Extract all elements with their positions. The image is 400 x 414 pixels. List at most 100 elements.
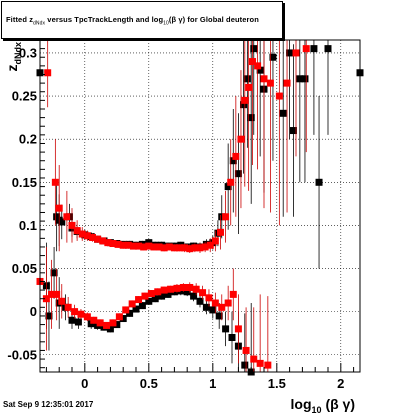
data-point [228, 334, 236, 342]
y-tick-label: 0.3 [19, 45, 37, 60]
data-point [109, 319, 117, 327]
y-axis-label: zdNdx [4, 42, 23, 72]
data-point [234, 170, 242, 178]
data-point [301, 75, 309, 83]
data-point [42, 295, 50, 303]
x-axis-label: log10 (β γ) [291, 396, 355, 414]
timestamp: Sat Sep 9 12:35:01 2017 [3, 400, 94, 409]
x-tick-label: 0 [81, 376, 88, 391]
data-point [160, 286, 168, 294]
data-point [63, 213, 71, 221]
axes: 0 0.5 1 1.5 2 -0.05 0 0.05 0.1 0.15 0.2 0.25 0.3 log1… [4, 39, 361, 414]
y-tick-label: 0.1 [19, 218, 37, 233]
data-point [48, 290, 56, 298]
data-points [36, 40, 364, 376]
data-point [229, 290, 237, 298]
data-point [229, 157, 237, 165]
data-point [96, 319, 104, 327]
data-point [167, 285, 175, 293]
data-point [126, 309, 134, 317]
chart-title: Fitted zdNdx versus TpcTrackLength and l… [6, 15, 259, 27]
data-point [94, 235, 102, 243]
data-point [196, 297, 204, 305]
data-point [50, 269, 58, 277]
data-point [176, 244, 184, 252]
data-point [113, 321, 121, 329]
data-point [58, 297, 66, 305]
data-point [218, 303, 226, 311]
data-point [240, 101, 248, 109]
data-point [289, 127, 297, 135]
data-point [83, 232, 91, 240]
data-point [135, 242, 143, 250]
data-point [165, 243, 173, 251]
data-point [119, 241, 127, 249]
data-point [104, 239, 112, 247]
data-point [264, 361, 272, 369]
data-point [315, 178, 323, 186]
y-tick-label: 0.15 [12, 175, 37, 190]
data-point [124, 241, 132, 249]
data-point [196, 244, 204, 252]
x-tick-label: 2 [337, 376, 344, 391]
data-point [222, 213, 230, 221]
y-tick-label: 0.2 [19, 132, 37, 147]
chart-title-box: Fitted zdNdx versus TpcTrackLength and l… [1, 1, 283, 39]
data-point [248, 58, 256, 66]
data-point [160, 244, 168, 252]
data-point [44, 69, 52, 77]
data-point [164, 290, 172, 298]
x-tick-label: 1 [209, 376, 216, 391]
data-point [78, 230, 86, 238]
data-point [106, 325, 114, 333]
data-point [310, 45, 318, 53]
data-point [114, 240, 122, 248]
data-point [324, 45, 332, 53]
data-point [241, 96, 249, 104]
data-point [256, 359, 264, 367]
data-point [283, 79, 291, 87]
data-point [260, 75, 268, 83]
data-point [154, 288, 162, 296]
data-point [179, 283, 187, 291]
data-point [58, 218, 66, 226]
data-point [205, 294, 213, 302]
data-point [296, 75, 304, 83]
data-point [99, 237, 107, 245]
data-point [145, 297, 153, 305]
x-tick-label: 0.5 [140, 376, 158, 391]
data-point [129, 242, 137, 250]
data-point [279, 109, 287, 117]
data-point [222, 325, 230, 333]
data-point [145, 242, 153, 250]
data-point [141, 292, 149, 300]
data-point [186, 283, 194, 291]
data-point [170, 244, 178, 252]
data-point [151, 295, 159, 303]
data-point [224, 299, 232, 307]
data-point [135, 296, 143, 304]
data-point [155, 243, 163, 251]
data-point [286, 49, 294, 57]
data-point [250, 355, 258, 363]
data-point [138, 302, 146, 310]
data-point [302, 45, 310, 53]
data-point [74, 318, 82, 326]
data-point [275, 92, 283, 100]
data-point [83, 313, 91, 321]
data-point [71, 308, 79, 316]
data-point [186, 245, 194, 253]
data-point [68, 221, 76, 229]
data-point [132, 305, 140, 313]
data-point [250, 45, 258, 53]
data-point [254, 62, 262, 70]
data-point [191, 244, 199, 252]
data-point [128, 300, 136, 308]
data-point [150, 243, 158, 251]
data-point [241, 361, 249, 369]
data-point [209, 306, 217, 314]
data-point [158, 292, 166, 300]
data-point [103, 321, 111, 329]
data-point [115, 313, 123, 321]
